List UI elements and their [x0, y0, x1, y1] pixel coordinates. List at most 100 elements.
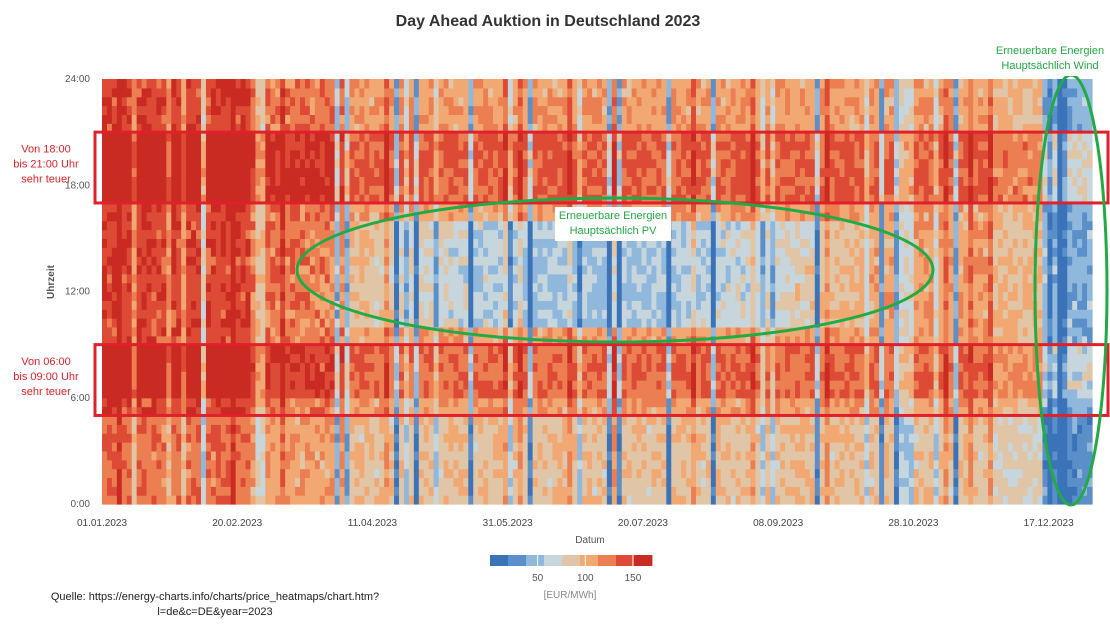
heatmap-cell: [369, 185, 375, 195]
heatmap-cell: [285, 264, 291, 275]
heatmap-cell: [384, 132, 390, 142]
heatmap-cell: [111, 202, 118, 213]
heatmap-cell: [384, 282, 390, 293]
heatmap-cell: [611, 362, 618, 372]
heatmap-cell: [300, 273, 306, 284]
heatmap-cell: [136, 247, 143, 257]
heatmap-cell: [186, 344, 192, 355]
heatmap-cell: [542, 424, 549, 434]
heatmap-cell: [324, 149, 331, 160]
heatmap-cell: [562, 87, 568, 98]
heatmap-cell: [507, 353, 514, 363]
heatmap-cell: [483, 450, 489, 461]
heatmap-cell: [567, 176, 573, 186]
heatmap-cell: [290, 495, 296, 505]
heatmap-cell: [403, 309, 410, 319]
heatmap-cell: [379, 140, 385, 151]
heatmap-cell: [582, 79, 588, 89]
heatmap-cell: [498, 450, 504, 461]
heatmap-cell: [339, 433, 346, 443]
heatmap-cell: [329, 140, 336, 151]
heatmap-cell: [141, 397, 148, 408]
heatmap-cell: [547, 486, 554, 496]
heatmap-cell: [394, 229, 400, 239]
heatmap-cell: [265, 229, 271, 239]
heatmap-cell: [324, 326, 331, 337]
heatmap-cell: [468, 397, 474, 408]
heatmap-cell: [201, 79, 207, 89]
heatmap-cell: [463, 140, 469, 151]
heatmap-cell: [562, 309, 568, 319]
heatmap-cell: [270, 326, 276, 337]
heatmap-cell: [537, 362, 544, 372]
heatmap-cell: [483, 96, 489, 107]
heatmap-cell: [473, 96, 479, 107]
heatmap-cell: [295, 123, 301, 133]
heatmap-cell: [275, 459, 281, 470]
heatmap-cell: [567, 105, 573, 116]
heatmap-cell: [403, 105, 410, 116]
heatmap-cell: [116, 450, 123, 461]
heatmap-cell: [349, 149, 356, 160]
heatmap-cell: [240, 247, 247, 257]
heatmap-cell: [344, 229, 351, 239]
heatmap-cell: [220, 450, 227, 461]
heatmap-cell: [240, 397, 247, 408]
heatmap-cell: [493, 495, 499, 505]
heatmap-cell: [151, 158, 158, 169]
heatmap-cell: [102, 397, 108, 408]
heatmap-cell: [245, 406, 252, 417]
heatmap-cell: [601, 415, 608, 425]
heatmap-cell: [344, 300, 351, 310]
heatmap-cell: [290, 388, 296, 399]
heatmap-cell: [230, 132, 237, 142]
heatmap-cell: [542, 238, 549, 248]
heatmap-cell: [394, 495, 400, 505]
heatmap-cell: [131, 202, 138, 213]
heatmap-cell: [502, 318, 509, 328]
heatmap-cell: [374, 291, 380, 301]
heatmap-cell: [512, 96, 519, 107]
heatmap-cell: [136, 362, 143, 372]
heatmap-cell: [314, 380, 321, 390]
heatmap-cell: [334, 140, 341, 151]
heatmap-cell: [493, 433, 499, 443]
heatmap-cell: [384, 114, 390, 124]
heatmap-cell: [458, 388, 464, 399]
heatmap-cell: [334, 256, 341, 266]
heatmap-cell: [364, 149, 370, 160]
heatmap-cell: [121, 388, 128, 399]
heatmap-cell: [408, 96, 415, 107]
heatmap-cell: [527, 282, 534, 293]
heatmap-cell: [161, 318, 167, 328]
heatmap-cell: [225, 450, 232, 461]
heatmap-cell: [552, 397, 558, 408]
heatmap-cell: [587, 380, 593, 390]
heatmap-cell: [265, 264, 271, 275]
heatmap-cell: [532, 362, 539, 372]
heatmap-cell: [136, 344, 143, 355]
heatmap-cell: [285, 273, 291, 284]
heatmap-cell: [498, 256, 504, 266]
heatmap-cell: [314, 406, 321, 417]
heatmap-cell: [364, 433, 370, 443]
heatmap-cell: [186, 176, 192, 186]
heatmap-cell: [433, 486, 440, 496]
heatmap-cell: [300, 459, 306, 470]
heatmap-cell: [379, 79, 385, 89]
heatmap-cell: [587, 309, 593, 319]
heatmap-cell: [210, 149, 217, 160]
heatmap-cell: [403, 335, 410, 346]
heatmap-cell: [408, 380, 415, 390]
heatmap-cell: [507, 220, 514, 231]
heatmap-cell: [532, 114, 539, 124]
heatmap-cell: [324, 229, 331, 239]
heatmap-cell: [384, 406, 390, 417]
heatmap-cell: [106, 353, 113, 363]
heatmap-cell: [106, 185, 113, 195]
heatmap-cell: [532, 397, 539, 408]
heatmap-cell: [483, 87, 489, 98]
heatmap-cell: [171, 96, 177, 107]
heatmap-cell: [394, 96, 400, 107]
heatmap-cell: [399, 397, 405, 408]
